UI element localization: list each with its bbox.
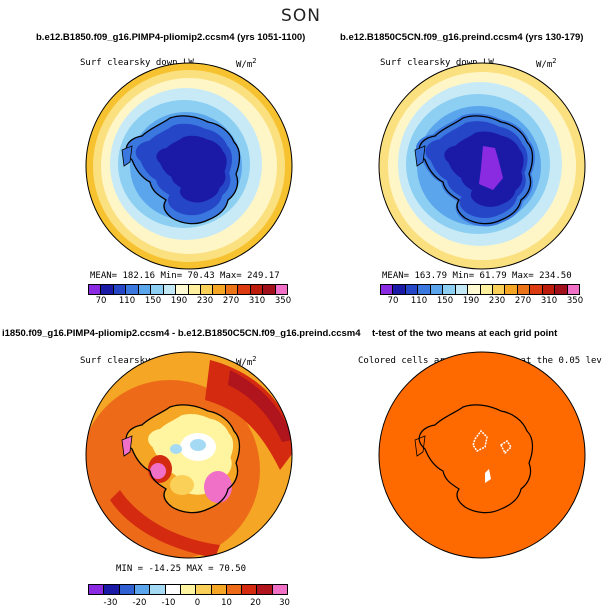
panel2-units: W/m2 (536, 57, 557, 70)
panel2-variable: Surf clearsky down LW (380, 58, 494, 68)
panel2-map (378, 62, 586, 270)
panel4-title: t-test of the two means at each grid poi… (372, 328, 558, 339)
panel1-map (85, 62, 293, 270)
panel1-units: W/m2 (236, 57, 257, 70)
panel1-stats: MEAN= 182.16 Min= 70.43 Max= 249.17 (90, 271, 280, 281)
panel1-colorbar-ticks: 70 110 150 190 230 270 310 350 (95, 296, 292, 306)
panel3-colorbar (88, 584, 288, 595)
figure-title: SON (281, 6, 321, 26)
panel2-colorbar (380, 284, 580, 295)
panel1-colorbar (88, 284, 288, 295)
panel2-stats: MEAN= 163.79 Min= 61.79 Max= 234.50 (382, 271, 572, 281)
panel3-title: i1850.f09_g16.PIMP4-pliomip2.ccsm4 - b.e… (2, 328, 361, 339)
panel3-variable: Surf clearsky down LW (80, 356, 194, 366)
panel1-title: b.e12.B1850.f09_g16.PIMP4-pliomip2.ccsm4… (36, 32, 306, 43)
panel2-title: b.e12.B1850C5CN.f09_g16.preind.ccsm4 (yr… (340, 32, 584, 43)
panel3-colorbar-ticks: -30 -20 -10 0 10 20 30 (103, 598, 290, 608)
panel3-units: W/m2 (236, 355, 257, 368)
panel3-stats: MIN = -14.25 MAX = 70.50 (116, 564, 247, 574)
panel1-variable: Surf clearsky down LW (80, 58, 194, 68)
panel2-colorbar-ticks: 70 110 150 190 230 270 310 350 (387, 296, 584, 306)
panel4-map (378, 351, 586, 559)
panel3-map (85, 351, 293, 559)
